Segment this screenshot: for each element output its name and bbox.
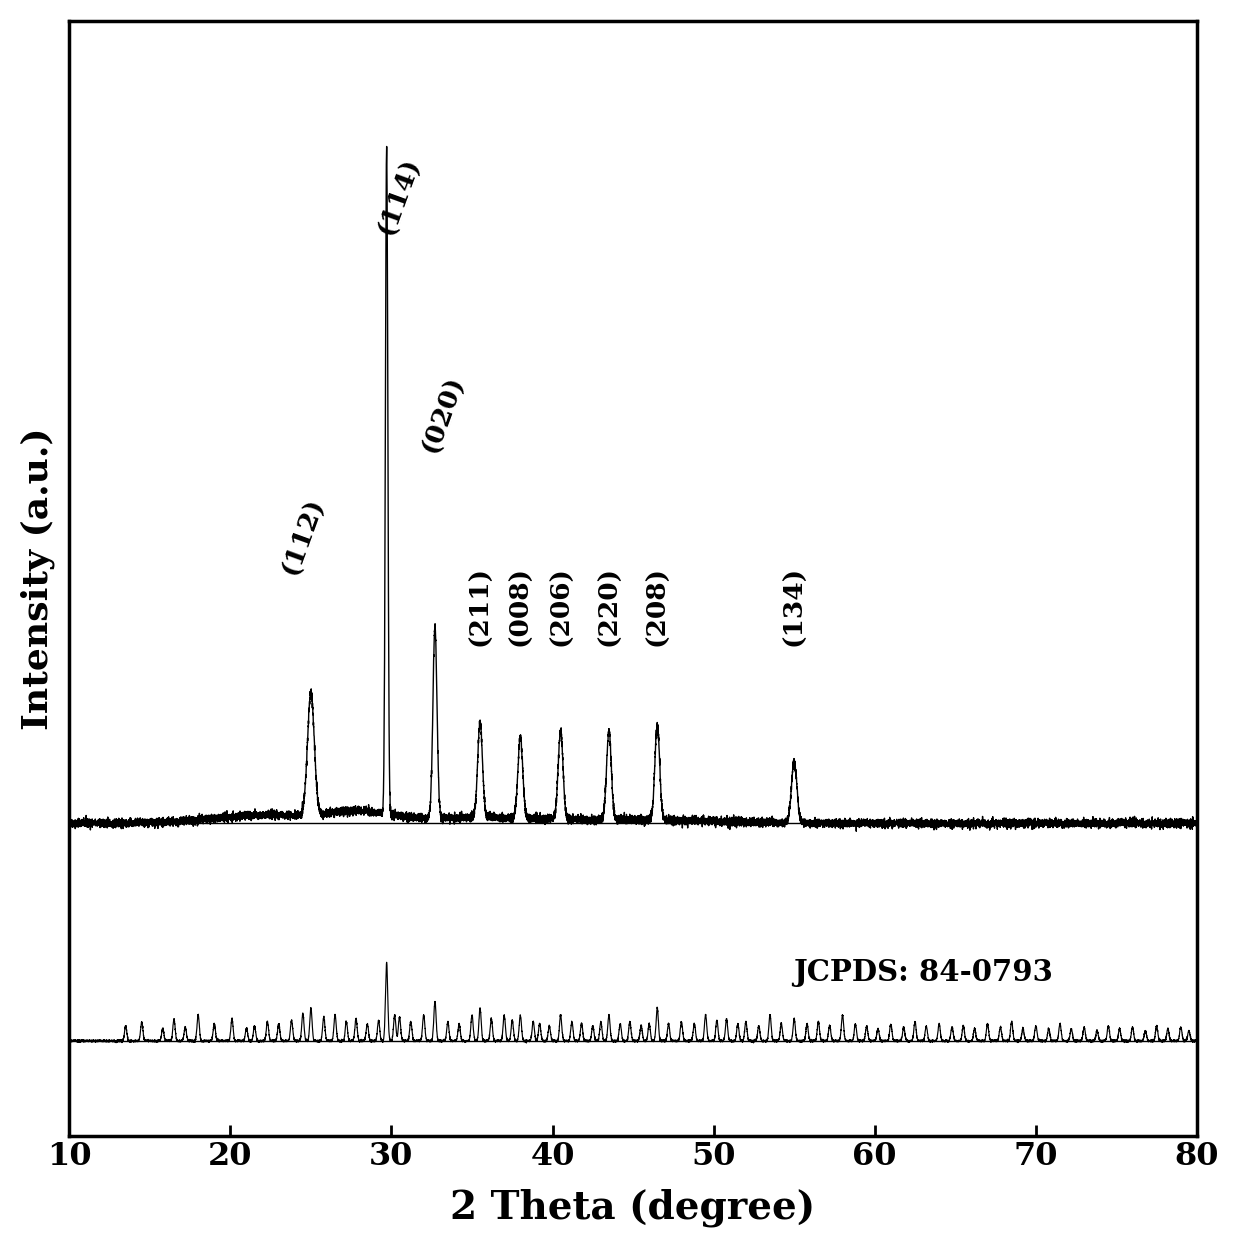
Text: (208): (208)	[645, 567, 670, 646]
X-axis label: 2 Theta (degree): 2 Theta (degree)	[450, 1188, 816, 1227]
Text: JCPDS: 84-0793: JCPDS: 84-0793	[794, 958, 1053, 987]
Text: (112): (112)	[278, 494, 329, 579]
Text: (206): (206)	[548, 567, 573, 646]
Y-axis label: Intensity (a.u.): Intensity (a.u.)	[21, 427, 56, 730]
Text: (220): (220)	[596, 567, 621, 646]
Text: (114): (114)	[374, 155, 425, 238]
Text: (134): (134)	[781, 567, 807, 646]
Text: (211): (211)	[467, 567, 492, 646]
Text: (008): (008)	[508, 567, 533, 646]
Text: (020): (020)	[418, 372, 469, 456]
